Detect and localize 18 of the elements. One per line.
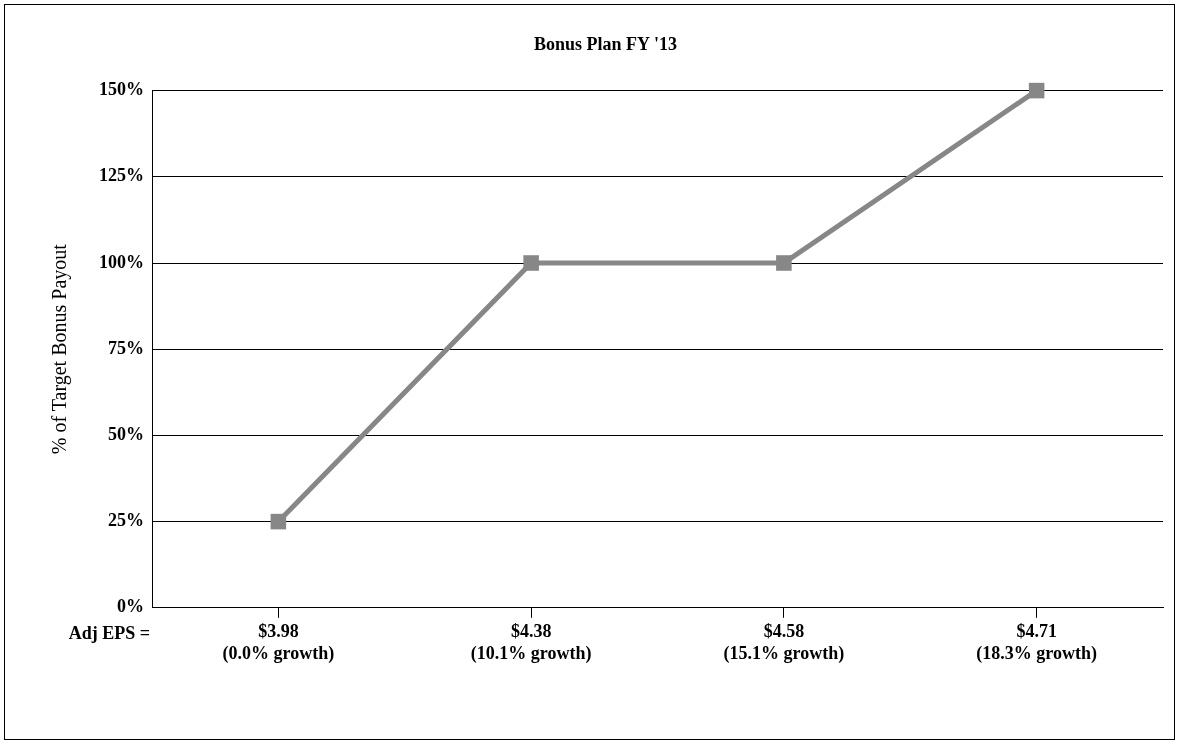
y-tick-label: 150% [99,79,144,100]
x-tick-label: $4.38 (10.1% growth) [470,621,592,664]
x-axis-title: Adj EPS = [68,623,150,644]
x-tick-label: $4.58 (15.1% growth) [723,621,845,664]
x-tick-label: $4.71 (18.3% growth) [976,621,1097,664]
point [776,255,792,271]
x-tick-label: $3.98 (0.0% growth) [222,621,335,664]
y-tick-label: 100% [99,251,144,272]
y-tick-label: 0% [117,596,144,617]
point [270,513,287,530]
point [523,255,539,271]
y-tick-label: 125% [99,165,144,186]
y-axis-title: % of Target Bonus Payout [48,243,72,455]
chart-title: Bonus Plan FY '13 [534,34,677,55]
y-tick-label: 75% [108,337,144,358]
point [1028,82,1045,99]
y-tick-label: 50% [108,424,144,445]
y-tick-label: 25% [108,510,144,531]
